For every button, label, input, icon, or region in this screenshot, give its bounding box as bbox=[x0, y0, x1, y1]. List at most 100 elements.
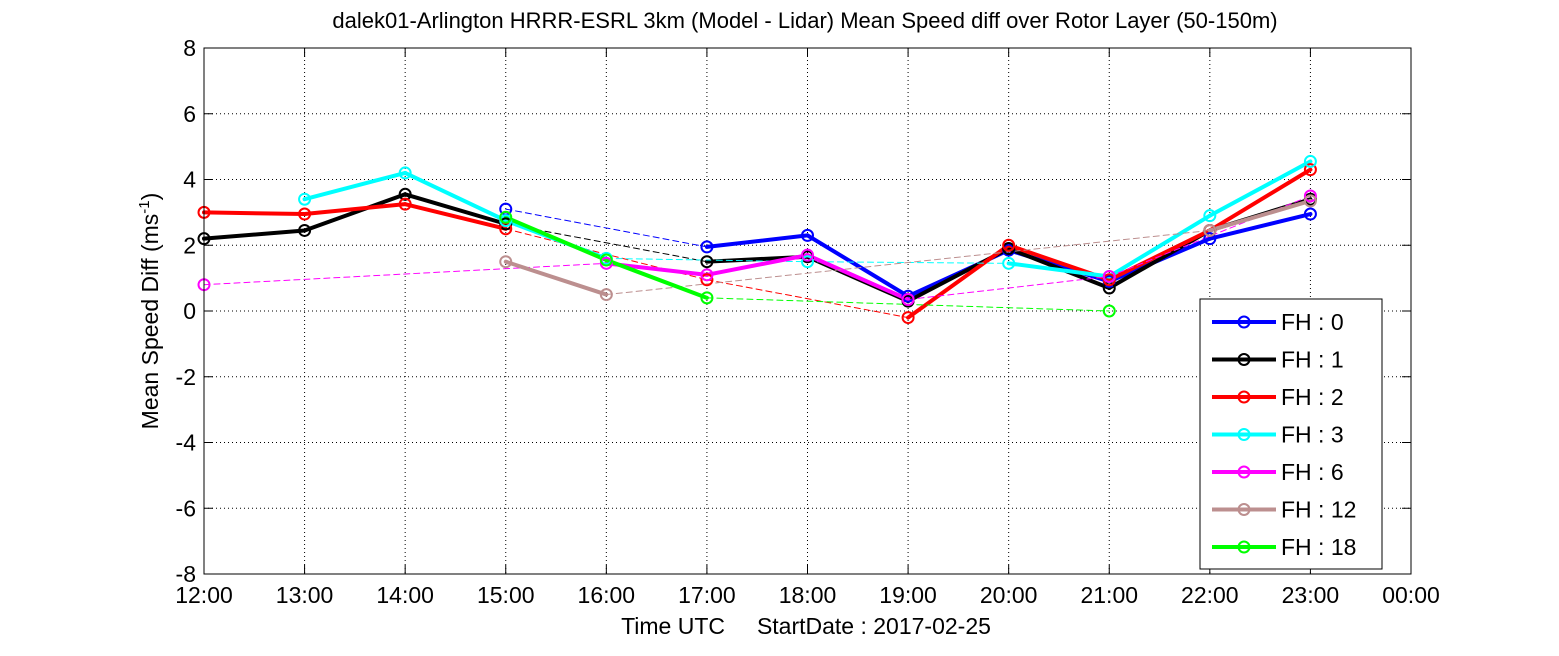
series-line-segment bbox=[302, 170, 408, 202]
series-line-segment bbox=[805, 233, 911, 299]
series-line-segment bbox=[805, 253, 911, 302]
data-point bbox=[801, 228, 814, 242]
series-line-segment bbox=[503, 215, 609, 263]
series-line-segment bbox=[503, 259, 609, 297]
legend-label: FH : 3 bbox=[1281, 422, 1344, 448]
series-gap-segment bbox=[203, 262, 607, 286]
data-point bbox=[901, 292, 915, 306]
series-line-segment bbox=[403, 192, 508, 226]
legend-marker bbox=[1237, 540, 1251, 554]
data-point bbox=[499, 210, 513, 224]
data-point bbox=[298, 192, 312, 206]
legend-label: FH : 1 bbox=[1281, 347, 1344, 373]
data-point bbox=[499, 255, 513, 269]
series-segments bbox=[202, 159, 1313, 320]
data-point bbox=[1203, 232, 1217, 246]
legend-marker bbox=[1237, 390, 1251, 404]
series-gap-segment bbox=[505, 208, 708, 248]
data-point bbox=[398, 197, 412, 211]
x-axis-label: Time UTC StartDate : 2017-02-25 bbox=[621, 613, 991, 639]
axis-ticks bbox=[203, 47, 1412, 575]
series-line-segment bbox=[906, 243, 1011, 320]
data-point bbox=[1203, 223, 1217, 237]
data-point bbox=[298, 223, 312, 237]
y-axis-label-end: ) bbox=[137, 193, 163, 201]
x-tick-label: 21:00 bbox=[1080, 582, 1138, 608]
legend-label: FH : 6 bbox=[1281, 459, 1344, 485]
y-tick-label: 6 bbox=[183, 101, 196, 127]
y-tick-label: -6 bbox=[176, 495, 196, 521]
series-line-segment bbox=[403, 170, 508, 223]
series-line-segment bbox=[704, 233, 810, 249]
series-markers bbox=[197, 154, 1317, 325]
series-line-segment bbox=[704, 253, 810, 277]
series-gap-segment bbox=[907, 275, 1110, 300]
data-point bbox=[1002, 238, 1016, 252]
y-tick-label: 8 bbox=[183, 35, 196, 61]
data-point bbox=[1002, 256, 1016, 270]
series-gap-segment bbox=[605, 229, 1211, 296]
y-tick-label: -2 bbox=[176, 364, 196, 390]
legend-label: FH : 2 bbox=[1281, 384, 1344, 410]
series-gap-segment bbox=[706, 279, 909, 319]
x-tick-label: 15:00 bbox=[477, 582, 535, 608]
data-point bbox=[1303, 207, 1317, 221]
x-tick-label: 22:00 bbox=[1181, 582, 1239, 608]
series-line-segment bbox=[1107, 213, 1212, 279]
x-tick-label: 13:00 bbox=[276, 582, 334, 608]
series-line-segment bbox=[302, 192, 408, 233]
x-tick-label: 19:00 bbox=[879, 582, 937, 608]
y-axis-label: Mean Speed Diff (ms-1) bbox=[136, 193, 163, 430]
series-line-segment bbox=[1107, 228, 1212, 282]
series-line-segment bbox=[302, 202, 408, 217]
data-point bbox=[1102, 304, 1116, 318]
data-point bbox=[398, 166, 412, 180]
data-point bbox=[599, 253, 613, 267]
series-line-segment bbox=[604, 258, 709, 300]
data-point bbox=[700, 273, 714, 287]
legend-marker bbox=[1237, 465, 1251, 479]
data-point bbox=[801, 248, 814, 262]
legend-marker bbox=[1237, 428, 1251, 441]
data-point bbox=[1303, 154, 1317, 168]
legend-label: FH : 0 bbox=[1281, 309, 1344, 335]
y-axis-label-sup: -1 bbox=[136, 200, 153, 213]
data-point bbox=[1203, 209, 1217, 223]
legend-marker bbox=[1237, 353, 1251, 366]
legend-label: FH : 18 bbox=[1281, 534, 1356, 560]
data-point bbox=[1303, 189, 1317, 203]
y-tick-labels: -8 -6 -4 -2 0 2 4 6 8 bbox=[176, 35, 197, 587]
legend-items: FH : 0 FH : 1 FH : 2 FH : 3 FH : 6 FH : 12 FH … bbox=[1212, 309, 1356, 560]
y-tick-label: 2 bbox=[183, 232, 196, 258]
data-point bbox=[700, 268, 714, 282]
series-line-segment bbox=[403, 202, 508, 231]
series-line-segment bbox=[1207, 159, 1313, 218]
data-point bbox=[1303, 163, 1317, 177]
x-tick-label: 18:00 bbox=[779, 582, 837, 608]
series-line-segment bbox=[1207, 212, 1313, 241]
data-point bbox=[398, 187, 412, 201]
series-line-segment bbox=[1207, 167, 1313, 233]
x-tick-label: 00:00 bbox=[1382, 582, 1440, 608]
data-point bbox=[700, 240, 714, 254]
data-point bbox=[700, 291, 714, 305]
x-tick-label: 14:00 bbox=[376, 582, 434, 608]
series-line-segment bbox=[1207, 198, 1313, 233]
y-tick-label: 4 bbox=[183, 167, 196, 193]
x-tick-label: 16:00 bbox=[578, 582, 636, 608]
data-point bbox=[1102, 269, 1116, 283]
series-line-segment bbox=[202, 228, 307, 241]
x-tick-label: 12:00 bbox=[175, 582, 233, 608]
series-line-segment bbox=[1006, 261, 1112, 279]
series-gap-segment bbox=[605, 257, 808, 263]
y-tick-label: -8 bbox=[176, 561, 196, 587]
series-line-segment bbox=[202, 210, 307, 217]
legend-label: FH : 12 bbox=[1281, 497, 1356, 523]
data-point bbox=[599, 288, 613, 302]
y-tick-label: -4 bbox=[176, 430, 197, 456]
data-point bbox=[901, 311, 915, 325]
legend: FH : 0 FH : 1 FH : 2 FH : 3 FH : 6 FH : 12 FH … bbox=[1199, 298, 1383, 570]
legend-marker bbox=[1237, 315, 1251, 329]
x-tick-labels: 12:00 13:00 14:00 15:00 16:00 17:00 18:00 19:00… bbox=[175, 582, 1440, 608]
